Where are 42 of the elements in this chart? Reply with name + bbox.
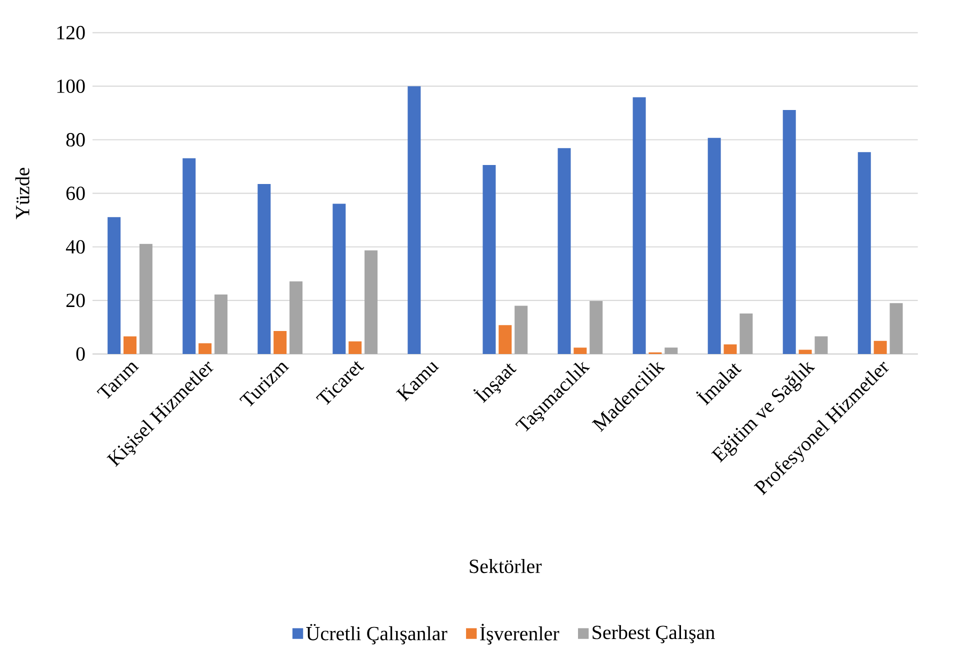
bar	[782, 110, 796, 354]
bar	[408, 86, 421, 354]
bar	[664, 348, 678, 354]
bar	[290, 281, 302, 354]
legend-label: İşverenler	[480, 624, 560, 645]
y-tick-label: 60	[66, 186, 85, 200]
bar	[274, 330, 287, 354]
y-tick-label: 80	[66, 133, 85, 147]
y-axis-title: Yüzde	[15, 168, 30, 220]
y-tick-label: 120	[57, 26, 85, 40]
bar	[558, 148, 571, 354]
bar	[348, 341, 362, 354]
bar	[590, 300, 603, 354]
bar	[708, 138, 721, 354]
bar	[182, 158, 196, 354]
bar	[498, 325, 512, 354]
bar	[798, 350, 812, 354]
bar	[858, 152, 871, 354]
bar	[214, 294, 228, 354]
bar	[139, 244, 152, 354]
bar	[724, 344, 737, 354]
bar	[198, 343, 212, 354]
bar	[814, 336, 828, 354]
y-tick-label: 20	[66, 294, 85, 308]
bar	[258, 184, 271, 354]
bar	[514, 306, 528, 354]
y-tick-label: 100	[57, 79, 85, 93]
legend-label: Ücretli Çalışanlar	[306, 624, 448, 644]
bar	[108, 217, 121, 354]
y-tick-label: 0	[76, 347, 85, 361]
bar	[574, 348, 587, 354]
bar	[124, 336, 137, 354]
y-tick-label: 40	[66, 240, 85, 254]
legend-label: Serbest Çalışan	[592, 625, 715, 644]
bar	[632, 97, 646, 354]
bar	[740, 314, 753, 354]
bar	[482, 164, 496, 354]
x-axis-title: Sektörler	[470, 559, 542, 574]
bar	[890, 303, 903, 354]
bar	[364, 250, 378, 354]
bar	[332, 204, 346, 354]
bar	[874, 340, 887, 354]
